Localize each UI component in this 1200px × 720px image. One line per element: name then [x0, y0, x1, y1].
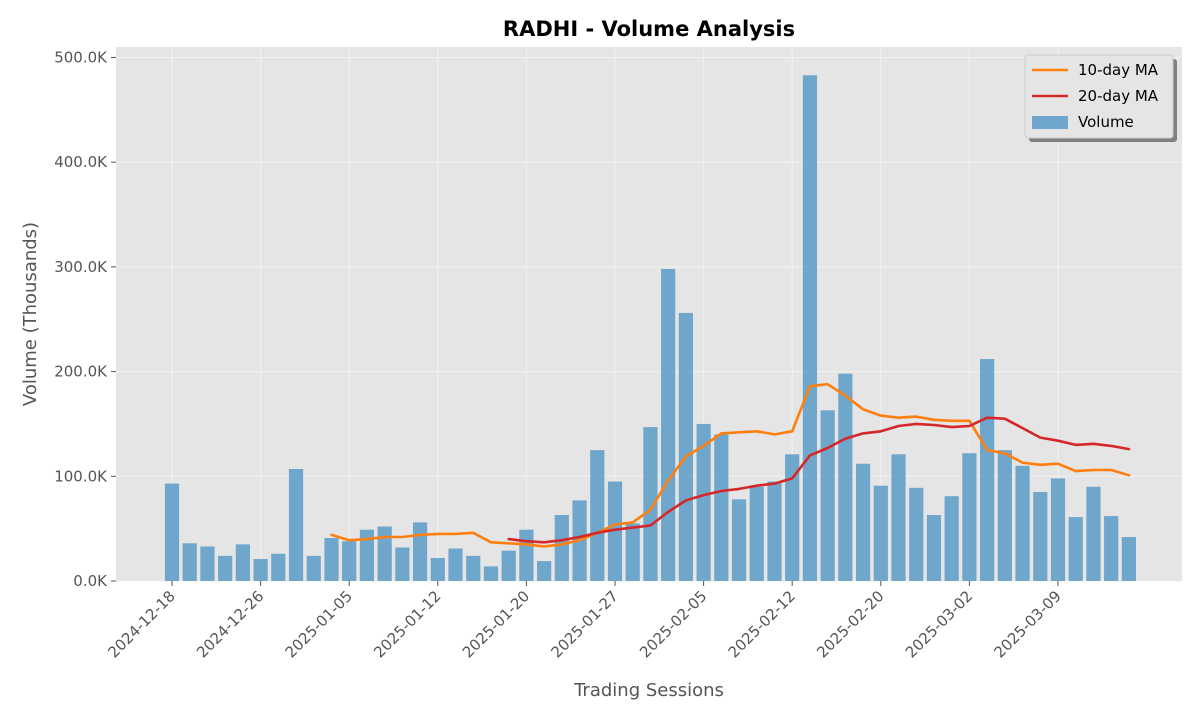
volume-bar	[200, 546, 215, 581]
volume-bar	[749, 486, 764, 581]
chart-title: RADHI - Volume Analysis	[503, 17, 795, 41]
x-tick-label: 2025-02-05	[636, 587, 710, 661]
volume-bar	[501, 550, 516, 581]
volume-bar	[820, 410, 835, 581]
volume-bar	[962, 453, 977, 581]
volume-bar	[554, 515, 569, 581]
volume-bar	[466, 555, 481, 581]
volume-bar	[537, 561, 552, 581]
volume-bar	[1086, 486, 1101, 581]
volume-bar	[483, 566, 499, 581]
x-tick-label: 2025-01-12	[370, 587, 444, 661]
volume-bar	[607, 481, 623, 581]
volume-bar	[182, 543, 197, 581]
volume-bars	[164, 75, 1136, 581]
volume-bar	[714, 434, 729, 581]
volume-bar	[838, 373, 853, 581]
volume-bar	[802, 75, 818, 581]
x-tick-label: 2025-03-02	[902, 587, 976, 661]
x-tick-label: 2025-02-12	[725, 587, 799, 661]
volume-bar	[359, 529, 375, 581]
y-tick-label: 400.0K	[54, 153, 108, 171]
y-axis-ticks: 0.0K 100.0K 200.0K 300.0K 400.0K 500.0K	[54, 48, 116, 590]
volume-bar	[288, 468, 304, 581]
volume-bar	[377, 526, 392, 581]
x-tick-label: 2024-12-18	[104, 587, 178, 661]
x-axis-label: Trading Sessions	[573, 680, 724, 701]
volume-bar	[891, 454, 906, 581]
volume-bar	[678, 312, 693, 581]
10-day-ma-line	[330, 382, 1131, 548]
legend-swatch-bar	[1032, 116, 1068, 129]
volume-bar	[926, 515, 942, 581]
legend: 10-day MA 20-day MA Volume	[1024, 54, 1177, 142]
x-tick-label: 2025-01-20	[459, 587, 533, 661]
volume-bar	[696, 423, 711, 581]
volume-bar	[590, 450, 605, 581]
volume-bar	[1033, 492, 1048, 581]
volume-bar	[980, 359, 995, 581]
volume-bar	[873, 485, 888, 581]
volume-bar	[625, 523, 640, 581]
volume-bar	[1068, 517, 1083, 581]
x-axis-ticks: 2024-12-18 2024-12-26 2025-01-05 2025-01-12…	[104, 581, 1065, 661]
volume-bar	[342, 541, 357, 581]
volume-bar	[519, 529, 534, 581]
x-tick-label: 2025-02-20	[813, 587, 887, 661]
20-day-ma-line	[507, 416, 1131, 544]
volume-bar	[218, 555, 233, 581]
x-tick-label: 2024-12-26	[193, 587, 267, 661]
volume-bar	[909, 487, 924, 581]
x-tick-label: 2025-01-05	[282, 587, 356, 661]
y-axis-label: Volume (Thousands)	[20, 222, 41, 406]
volume-bar	[306, 555, 321, 581]
volume-bar	[855, 463, 871, 581]
volume-bar	[1015, 465, 1030, 581]
x-tick-label: 2025-01-27	[547, 587, 621, 661]
legend-label: Volume	[1078, 113, 1134, 131]
y-tick-label: 500.0K	[54, 48, 108, 66]
volume-bar	[767, 481, 782, 581]
volume-bar	[643, 427, 658, 581]
volume-bar	[235, 544, 250, 581]
volume-bar	[731, 499, 747, 581]
x-tick-label: 2025-03-09	[990, 587, 1064, 661]
y-tick-label: 200.0K	[54, 363, 108, 381]
volume-bar	[324, 538, 339, 581]
volume-bar	[253, 559, 268, 581]
ma-lines	[330, 382, 1131, 548]
volume-bar	[448, 548, 463, 581]
volume-bar	[997, 450, 1012, 581]
volume-bar	[395, 547, 410, 581]
volume-bar	[1050, 478, 1066, 581]
y-tick-label: 300.0K	[54, 258, 108, 276]
y-tick-label: 100.0K	[54, 467, 108, 485]
legend-label: 10-day MA	[1078, 61, 1159, 79]
volume-bar	[1104, 516, 1119, 581]
volume-bar	[944, 496, 959, 581]
volume-bar	[164, 483, 180, 581]
volume-bar	[412, 522, 428, 581]
volume-bar	[785, 454, 800, 581]
y-tick-label: 0.0K	[73, 572, 108, 590]
volume-bar	[430, 557, 445, 581]
volume-bar	[271, 553, 286, 581]
legend-label: 20-day MA	[1078, 87, 1159, 105]
volume-bar	[1121, 537, 1136, 581]
volume-bar	[661, 268, 676, 581]
